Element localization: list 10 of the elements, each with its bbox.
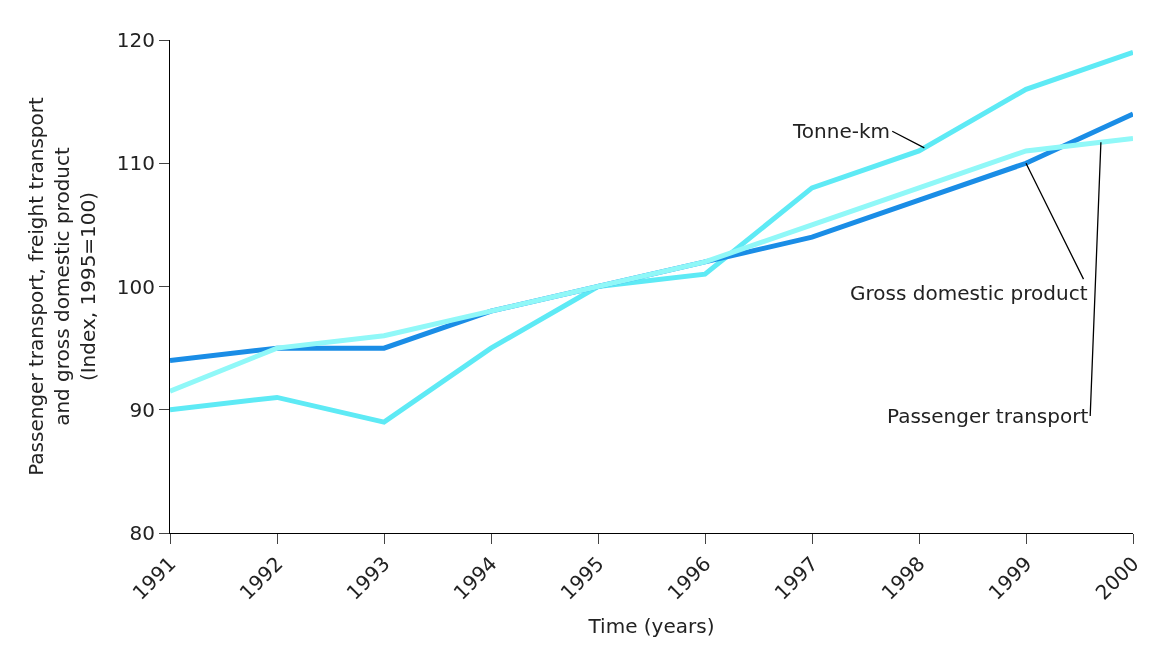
y-axis-title: Passenger transport, freight transport and gross domestic product (Index, 1995=100) [24,97,101,476]
y-tick-label: 80 [129,521,155,545]
y-tick-label: 90 [129,397,155,422]
y-tick-label: 120 [116,28,155,52]
y-tick-label: 100 [116,274,155,299]
text: Passenger transport [887,404,1089,428]
y-tick-label: 110 [116,151,155,176]
text: Gross domestic product [850,281,1088,305]
series-label: Tonne-km [792,119,890,143]
x-axis-title: Time (years) [587,614,715,639]
